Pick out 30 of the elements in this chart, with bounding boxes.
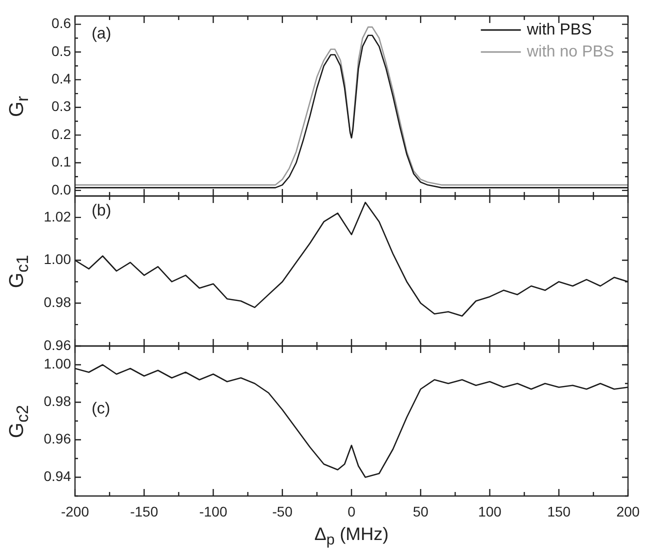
x-tick-label: 50: [412, 503, 429, 520]
annotation: (c): [92, 400, 110, 418]
legend-label: with PBS: [526, 21, 592, 38]
x-tick-label: 150: [547, 503, 571, 520]
y-tick-label: 0.4: [52, 70, 72, 87]
y-tick-label: 0.5: [52, 42, 72, 59]
legend-label: with no PBS: [526, 43, 614, 60]
annotation: (a): [92, 25, 112, 42]
y-tick-label: 1.00: [44, 251, 72, 268]
y-tick-label: 0.6: [52, 15, 72, 32]
x-tick-label: -150: [130, 503, 158, 520]
x-tick-label: -200: [60, 503, 90, 520]
y-tick-label: 0.96: [44, 430, 72, 447]
y-tick-label: 0.98: [44, 393, 72, 410]
y-tick-label: 0.2: [52, 126, 72, 142]
annotation: (b): [92, 202, 112, 220]
x-tick-label: 200: [616, 503, 640, 520]
y-tick-label: 1.00: [44, 356, 72, 372]
y-tick-label: 0.96: [44, 336, 72, 353]
y-tick-label: 0.3: [52, 98, 72, 114]
y-tick-label: 0.0: [52, 181, 72, 198]
x-tick-label: -50: [272, 503, 293, 520]
x-axis-title: Δ$_{p}$ (MHz): [313, 524, 390, 549]
x-tick-label: 100: [478, 503, 502, 520]
y-tick-label: 0.1: [52, 154, 72, 170]
y-tick-label: 0.94: [44, 468, 72, 484]
y-tick-label: 0.98: [44, 294, 72, 310]
x-tick-label: -100: [199, 503, 228, 520]
y-tick-label: 1.02: [44, 208, 72, 224]
x-tick-label: 0: [348, 503, 356, 520]
